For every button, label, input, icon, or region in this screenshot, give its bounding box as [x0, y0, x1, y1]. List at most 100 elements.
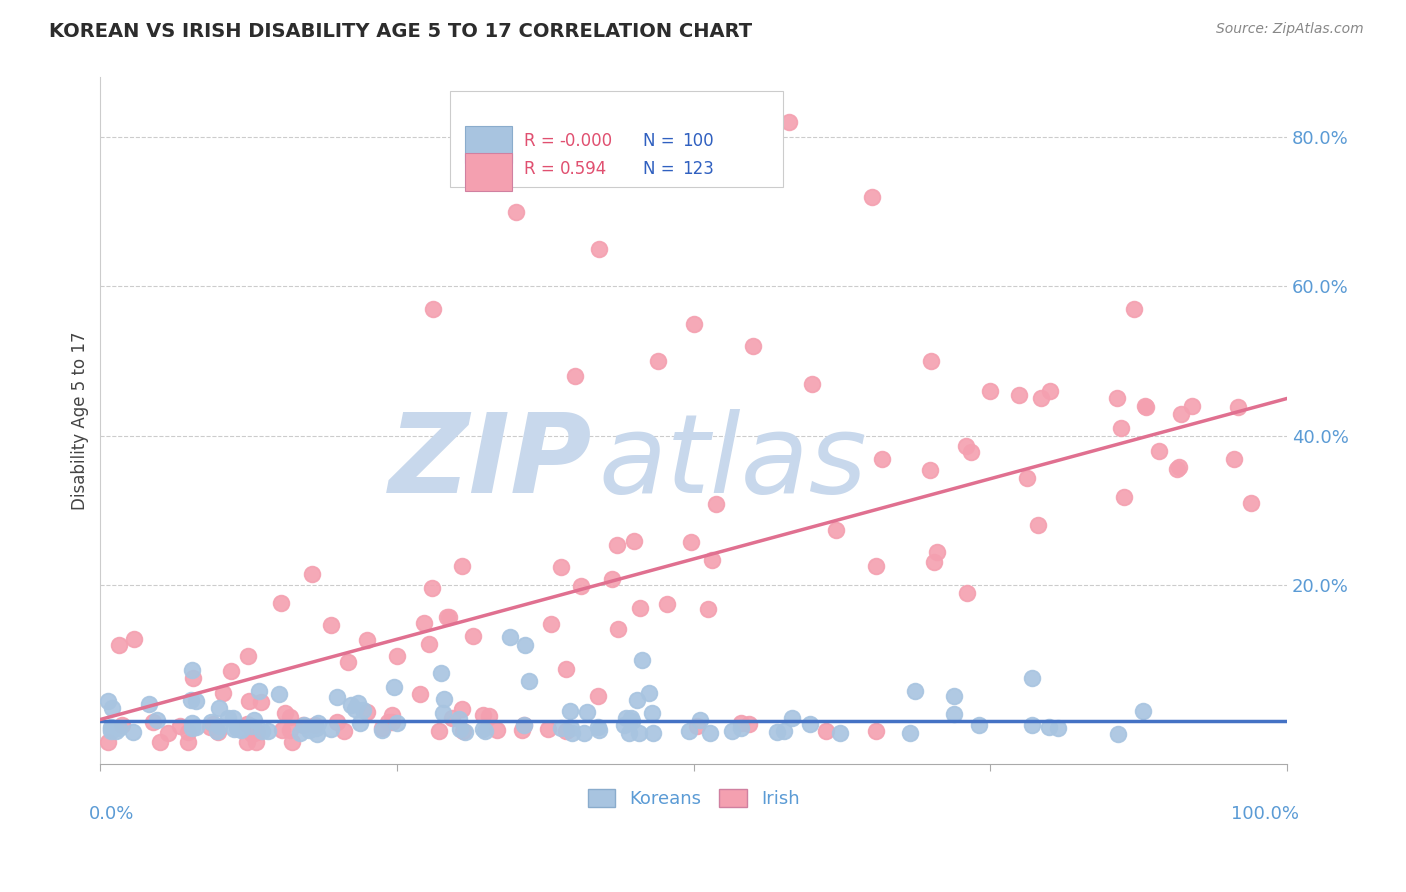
Point: [325, 690, 347, 705]
Point: [138, 697, 160, 711]
Point: [382, 681, 405, 695]
Point: [108, 722, 131, 736]
Text: atlas: atlas: [599, 409, 868, 516]
Point: [540, 617, 562, 632]
Point: [920, 463, 942, 477]
Point: [208, 719, 231, 733]
Point: [157, 726, 180, 740]
Point: [145, 713, 167, 727]
Point: [105, 723, 128, 738]
Point: [177, 735, 200, 749]
Point: [572, 726, 595, 740]
Point: [439, 610, 461, 624]
Point: [339, 698, 361, 712]
Point: [955, 439, 977, 453]
Point: [349, 716, 371, 731]
Point: [387, 715, 409, 730]
Point: [408, 687, 430, 701]
Point: [967, 718, 990, 732]
Point: [449, 712, 471, 726]
Point: [278, 723, 301, 737]
Point: [142, 715, 165, 730]
Point: [641, 706, 664, 720]
Point: [222, 711, 245, 725]
Point: [700, 553, 723, 567]
Point: [242, 714, 264, 728]
Point: [305, 727, 328, 741]
Point: [780, 711, 803, 725]
Point: [865, 724, 887, 739]
Point: [454, 724, 477, 739]
Point: [122, 725, 145, 739]
Point: [430, 665, 453, 680]
Point: [231, 723, 253, 738]
Point: [1133, 399, 1156, 413]
Point: [617, 726, 640, 740]
Point: [271, 723, 294, 737]
Point: [246, 725, 269, 739]
Point: [1170, 407, 1192, 421]
Point: [1227, 401, 1250, 415]
Point: [278, 709, 301, 723]
Point: [305, 721, 328, 735]
Point: [356, 632, 378, 647]
Point: [301, 567, 323, 582]
Point: [270, 596, 292, 610]
Point: [107, 638, 129, 652]
Point: [451, 701, 474, 715]
Point: [620, 714, 643, 729]
Point: [960, 445, 983, 459]
Point: [704, 497, 727, 511]
Point: [588, 689, 610, 703]
Point: [184, 694, 207, 708]
Point: [655, 597, 678, 611]
Point: [273, 706, 295, 720]
Point: [433, 692, 456, 706]
Point: [186, 720, 208, 734]
Point: [1105, 391, 1128, 405]
Point: [627, 725, 650, 739]
Point: [478, 709, 501, 723]
Point: [240, 726, 263, 740]
Point: [922, 555, 945, 569]
Point: [238, 694, 260, 708]
Point: [292, 718, 315, 732]
Point: [956, 585, 979, 599]
Point: [626, 693, 648, 707]
Point: [180, 716, 202, 731]
Point: [1132, 704, 1154, 718]
Point: [515, 638, 537, 652]
Point: [422, 301, 444, 316]
Point: [865, 558, 887, 573]
Point: [474, 724, 496, 739]
Point: [347, 696, 370, 710]
Point: [180, 721, 202, 735]
Legend: Koreans, Irish: Koreans, Irish: [579, 780, 808, 817]
Point: [1181, 399, 1204, 413]
Point: [250, 723, 273, 738]
Point: [505, 204, 527, 219]
Point: [571, 579, 593, 593]
Point: [420, 581, 443, 595]
Point: [628, 601, 651, 615]
Point: [697, 601, 720, 615]
Point: [564, 369, 586, 384]
Point: [620, 711, 643, 725]
Point: [471, 722, 494, 736]
Point: [699, 726, 721, 740]
Point: [561, 726, 583, 740]
Point: [1026, 517, 1049, 532]
Point: [1107, 727, 1129, 741]
Point: [181, 671, 204, 685]
Point: [180, 663, 202, 677]
Point: [381, 714, 404, 729]
Text: 0.594: 0.594: [560, 160, 607, 178]
Point: [356, 705, 378, 719]
Point: [149, 734, 172, 748]
Point: [920, 354, 942, 368]
Point: [281, 735, 304, 749]
Point: [638, 686, 661, 700]
Point: [97, 694, 120, 708]
Point: [1135, 400, 1157, 414]
Point: [239, 719, 262, 733]
